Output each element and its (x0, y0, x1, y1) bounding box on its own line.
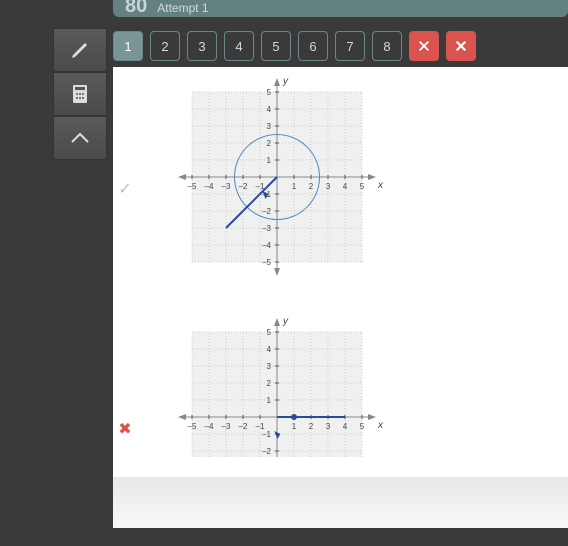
collapse-tool[interactable] (53, 116, 107, 160)
coordinate-plot: –5–4–3–2–112345–5–4–3–2–112345xy (137, 307, 387, 457)
xmark-icon: ✖ (113, 419, 137, 439)
svg-text:x: x (377, 420, 384, 431)
svg-text:1: 1 (267, 156, 272, 165)
svg-text:–3: –3 (262, 224, 271, 233)
svg-text:3: 3 (267, 362, 272, 371)
question-button-6[interactable]: 6 (298, 31, 328, 61)
svg-text:–2: –2 (262, 447, 271, 456)
svg-text:–2: –2 (262, 207, 271, 216)
check-icon: ✓ (113, 179, 137, 199)
svg-text:3: 3 (326, 422, 331, 431)
svg-text:4: 4 (343, 182, 348, 191)
svg-text:y: y (282, 316, 289, 327)
svg-text:2: 2 (267, 379, 272, 388)
svg-text:–4: –4 (205, 182, 214, 191)
svg-text:–5: –5 (188, 422, 197, 431)
svg-text:–5: –5 (188, 182, 197, 191)
question-button-2[interactable]: 2 (150, 31, 180, 61)
pencil-tool[interactable] (53, 28, 107, 72)
svg-text:3: 3 (326, 182, 331, 191)
graph-1: ✖–5–4–3–2–112345–5–4–3–2–112345xy (113, 307, 568, 457)
question-button-4[interactable]: 4 (224, 31, 254, 61)
side-toolbar (53, 28, 107, 160)
question-button-5[interactable]: 5 (261, 31, 291, 61)
question-button-7[interactable]: 7 (335, 31, 365, 61)
svg-text:5: 5 (360, 182, 365, 191)
svg-text:–1: –1 (262, 430, 271, 439)
svg-text:2: 2 (309, 182, 314, 191)
svg-text:1: 1 (292, 422, 297, 431)
content-panel: ✓–5–4–3–2–112345–5–4–3–2–112345xy✖–5–4–3… (113, 67, 568, 477)
svg-text:5: 5 (267, 328, 272, 337)
svg-text:–5: –5 (262, 258, 271, 267)
svg-text:4: 4 (267, 105, 272, 114)
coordinate-plot: –5–4–3–2–112345–5–4–3–2–112345xy (137, 67, 387, 307)
svg-text:2: 2 (267, 139, 272, 148)
score-value: 80 (125, 0, 147, 18)
svg-text:y: y (282, 76, 289, 87)
svg-text:5: 5 (267, 88, 272, 97)
score-header: 80 Attempt 1 (113, 0, 568, 17)
svg-text:4: 4 (343, 422, 348, 431)
svg-text:3: 3 (267, 122, 272, 131)
svg-text:2: 2 (309, 422, 314, 431)
svg-text:–3: –3 (222, 422, 231, 431)
question-toolbar: 12345678 (113, 28, 568, 64)
flag-button[interactable] (409, 31, 439, 61)
svg-text:x: x (377, 180, 384, 191)
svg-text:1: 1 (267, 396, 272, 405)
svg-text:5: 5 (360, 422, 365, 431)
question-button-1[interactable]: 1 (113, 31, 143, 61)
question-button-3[interactable]: 3 (187, 31, 217, 61)
svg-text:–4: –4 (205, 422, 214, 431)
calculator-tool[interactable] (53, 72, 107, 116)
question-button-8[interactable]: 8 (372, 31, 402, 61)
graph-0: ✓–5–4–3–2–112345–5–4–3–2–112345xy (113, 67, 568, 307)
footer-gradient (113, 477, 568, 528)
svg-text:–2: –2 (239, 422, 248, 431)
svg-text:1: 1 (292, 182, 297, 191)
close-button[interactable] (446, 31, 476, 61)
svg-text:–3: –3 (222, 182, 231, 191)
svg-text:–4: –4 (262, 241, 271, 250)
svg-text:4: 4 (267, 345, 272, 354)
attempt-label: Attempt 1 (157, 1, 208, 15)
svg-text:–2: –2 (239, 182, 248, 191)
